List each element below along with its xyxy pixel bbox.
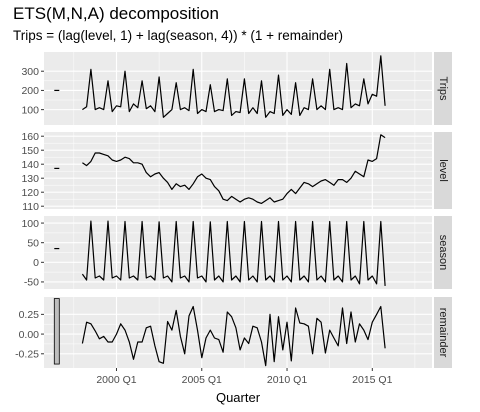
y-tick-label-remainder: 0.00: [19, 329, 40, 341]
y-tick-label-level: 160: [21, 131, 39, 143]
strip-label-season: season: [437, 235, 449, 270]
y-tick-label-level: 150: [21, 145, 39, 157]
y-tick-label-season: 50: [27, 237, 39, 249]
y-tick-label-season: 0: [33, 257, 39, 269]
y-tick-label-level: 120: [21, 187, 39, 199]
panel-background-trips: [44, 52, 432, 125]
x-tick-label: 2015 Q1: [352, 374, 392, 386]
strip-level: [434, 132, 452, 209]
y-tick-label-level: 130: [21, 173, 39, 185]
series-line-level: [82, 134, 386, 204]
chart-subtitle: Trips = (lag(level, 1) + lag(season, 4))…: [13, 28, 344, 43]
series-line-trips: [82, 55, 386, 118]
scale-bar: [53, 298, 60, 365]
x-tick-label: 2005 Q1: [182, 374, 222, 386]
series-line-season: [81, 220, 386, 286]
chart-title: ETS(M,N,A) decomposition: [13, 4, 219, 23]
strip-trips: [434, 52, 452, 125]
strip-label-level: level: [437, 159, 449, 182]
y-tick-label-remainder: 0.25: [19, 309, 40, 321]
y-tick-label-trips: 300: [21, 66, 39, 78]
x-tick-label: 2010 Q1: [267, 374, 307, 386]
y-tick-label-level: 140: [21, 159, 39, 171]
y-tick-label-trips: 100: [21, 104, 39, 116]
y-tick-label-season: -50: [24, 277, 39, 289]
y-tick-label-remainder: -0.25: [15, 349, 39, 361]
strip-remainder: [434, 297, 452, 368]
x-tick-label: 2000 Q1: [96, 374, 136, 386]
y-tick-label-trips: 200: [21, 85, 39, 97]
y-tick-label-level: 110: [22, 201, 39, 213]
y-tick-label-season: 100: [21, 218, 39, 230]
x-axis-title: Quarter: [216, 390, 261, 405]
series-line-remainder: [81, 305, 386, 367]
panel-background-level: [44, 132, 432, 209]
strip-season: [434, 216, 452, 289]
strip-label-remainder: remainder: [437, 308, 449, 358]
strip-label-trips: Trips: [437, 76, 449, 101]
panel-background-remainder: [44, 297, 432, 368]
